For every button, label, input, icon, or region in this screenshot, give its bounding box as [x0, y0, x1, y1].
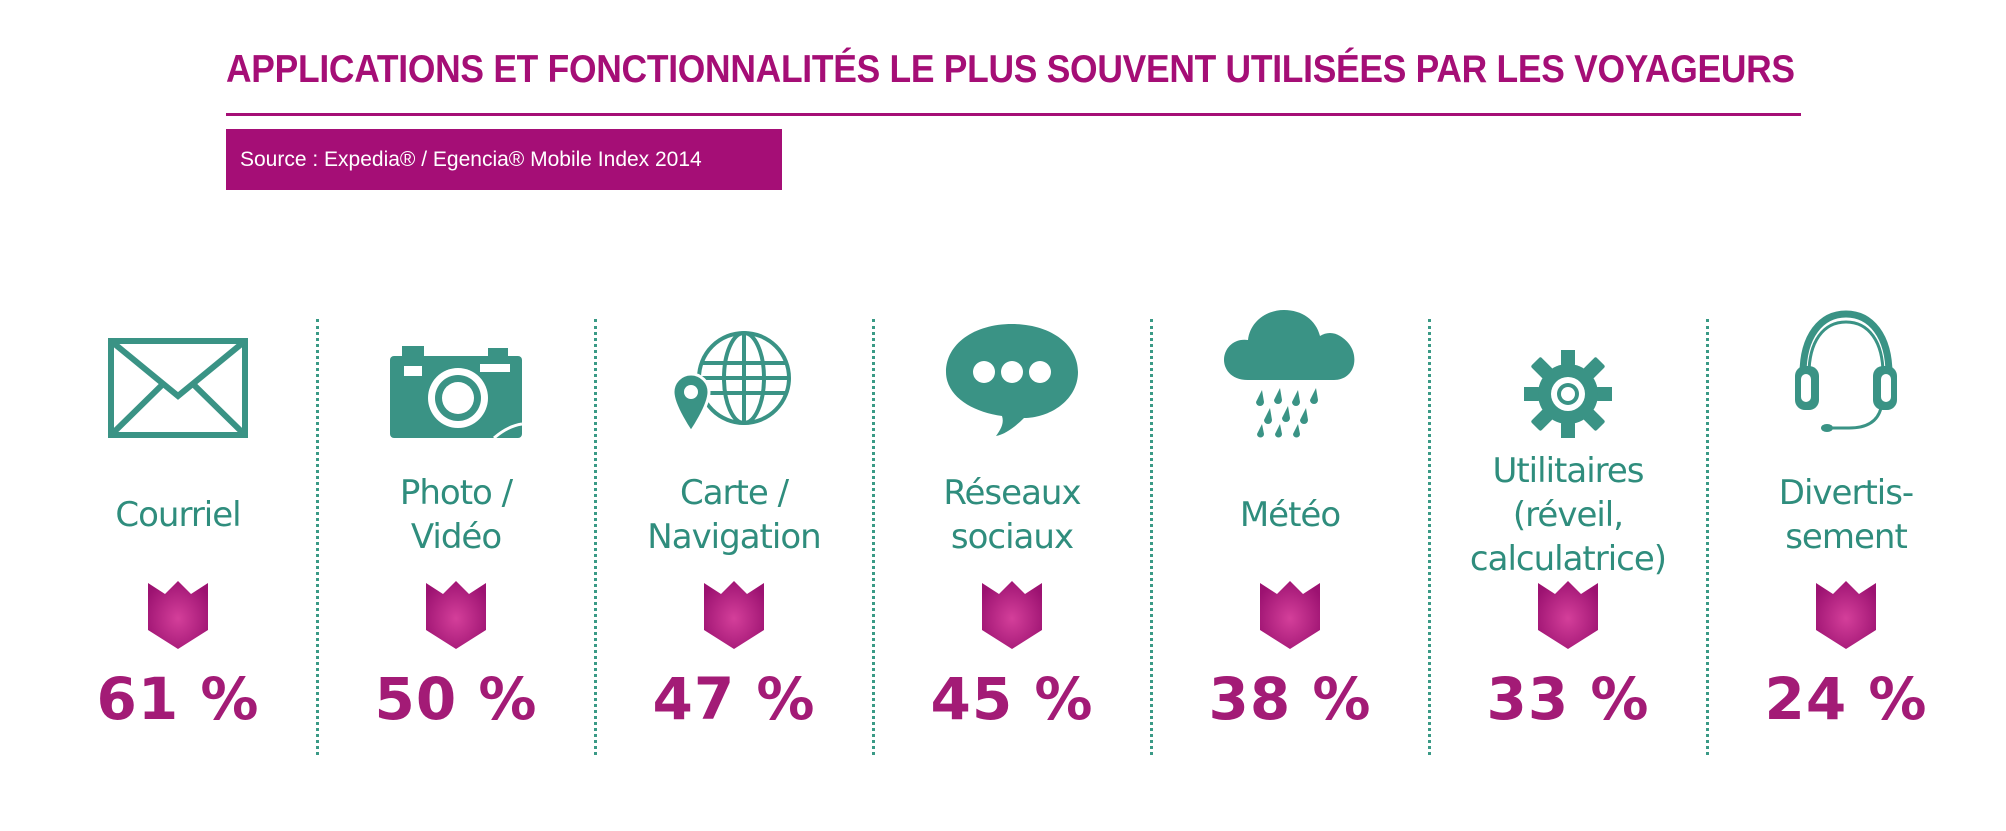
globe-pin-icon [659, 308, 809, 438]
source-badge: Source : Expedia® / Egencia® Mobile Inde… [226, 129, 782, 190]
chevron-down-icon [703, 578, 765, 650]
title-underline [226, 113, 1801, 116]
chevron-down-icon [1259, 578, 1321, 650]
value-label: 38 % [1208, 665, 1372, 733]
speech-bubble-icon [937, 308, 1087, 438]
column-divider [872, 319, 875, 755]
category-label: Photo / Vidéo [399, 473, 513, 557]
category-label: Courriel [115, 495, 241, 535]
camera-icon [381, 308, 531, 438]
stat-column: Météo 38 % [1152, 300, 1428, 760]
value-label: 50 % [374, 665, 538, 733]
column-divider [594, 319, 597, 755]
category-label: Utilitaires (réveil, calculatrice) [1469, 451, 1667, 579]
chevron-down-icon [1537, 578, 1599, 650]
category-label: Météo [1239, 495, 1341, 535]
gear-icon [1493, 308, 1643, 438]
value-label: 33 % [1486, 665, 1650, 733]
chart-title: APPLICATIONS ET FONCTIONNALITÉS LE PLUS … [226, 48, 1795, 91]
category-label: Divertis- sement [1778, 473, 1914, 557]
stat-column: Réseaux sociaux 45 % [874, 300, 1150, 760]
stat-column: Photo / Vidéo 50 % [318, 300, 594, 760]
chevron-down-icon [425, 578, 487, 650]
headphones-icon [1771, 308, 1921, 438]
stats-row: Courriel 61 % Photo / Vidéo 50 % Carte / Nav… [40, 300, 1966, 760]
column-divider [1150, 319, 1153, 755]
stat-column: Carte / Navigation 47 % [596, 300, 872, 760]
column-divider [1706, 319, 1709, 755]
value-label: 61 % [96, 665, 260, 733]
stat-column: Divertis- sement 24 % [1708, 300, 1984, 760]
envelope-icon [103, 308, 253, 438]
stat-column: Utilitaires (réveil, calculatrice) 33 % [1430, 300, 1706, 760]
category-label: Réseaux sociaux [943, 473, 1081, 557]
column-divider [316, 319, 319, 755]
chevron-down-icon [1815, 578, 1877, 650]
value-label: 45 % [930, 665, 1094, 733]
rain-cloud-icon [1215, 308, 1365, 438]
column-divider [1428, 319, 1431, 755]
chevron-down-icon [981, 578, 1043, 650]
chevron-down-icon [147, 578, 209, 650]
category-label: Carte / Navigation [647, 473, 821, 557]
value-label: 47 % [652, 665, 816, 733]
stat-column: Courriel 61 % [40, 300, 316, 760]
value-label: 24 % [1764, 665, 1928, 733]
